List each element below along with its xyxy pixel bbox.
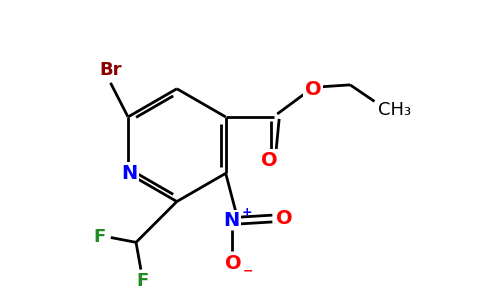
Text: O: O (225, 254, 242, 273)
Text: Br: Br (99, 61, 122, 79)
Text: −: − (243, 264, 254, 277)
Text: O: O (276, 208, 292, 228)
Text: CH₃: CH₃ (378, 101, 411, 119)
Text: O: O (261, 151, 278, 170)
Text: F: F (93, 227, 105, 245)
Text: +: + (241, 206, 252, 219)
Text: N: N (121, 164, 137, 183)
Text: F: F (136, 272, 149, 290)
Text: O: O (305, 80, 321, 99)
Text: N: N (224, 211, 240, 230)
